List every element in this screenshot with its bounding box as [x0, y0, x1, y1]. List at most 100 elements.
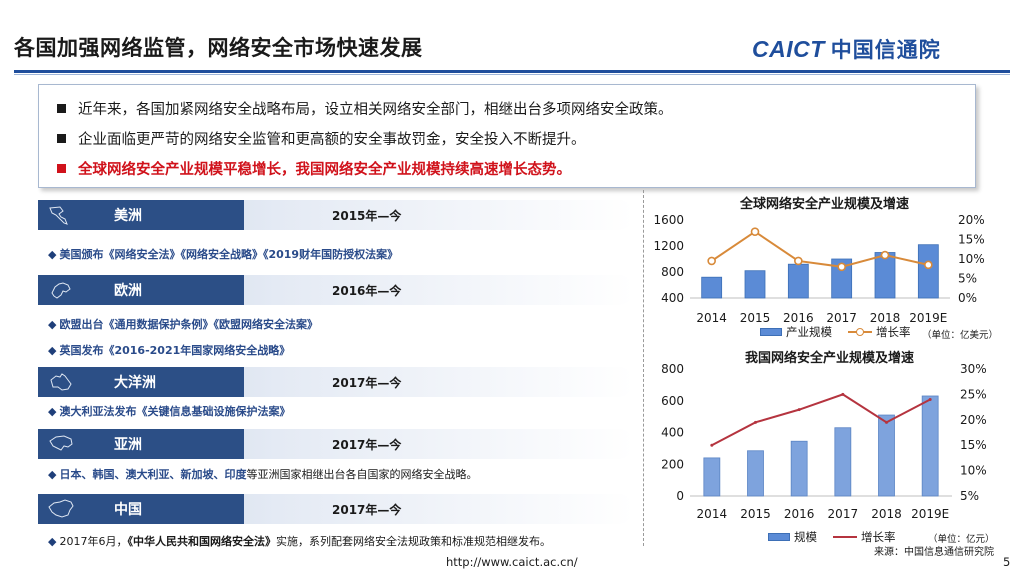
y-right-tick-label: 15%: [960, 438, 987, 452]
y-right-tick-label: 15%: [958, 233, 985, 247]
growth-line: [711, 393, 931, 447]
summary-bullet-text: 全球网络安全产业规模平稳增长，我国网络安全产业规模持续高速增长态势。: [78, 161, 571, 178]
y-left-tick-label: 800: [661, 265, 684, 279]
chart-china: 0 200 400 600 800 5% 10% 15% 20% 25% 30% 2014 2015 20…: [661, 362, 987, 521]
x-tick-label: 2017: [828, 507, 859, 521]
bar: [921, 395, 939, 497]
region-name: 欧洲: [114, 283, 142, 299]
growth-point: [754, 420, 757, 424]
summary-bullet: 企业面临更严苛的网络安全监管和更高额的安全事故罚金，安全投入不断提升。: [57, 123, 975, 153]
x-tick-label: 2017: [826, 311, 857, 325]
region-item: ◆ 美国颁布《网络安全法》《网络安全战略》《2019财年国防授权法案》: [48, 248, 399, 261]
growth-point: [837, 262, 846, 272]
bar: [747, 450, 764, 497]
y-left-tick-label: 400: [661, 426, 684, 440]
chart-global: 400 800 1200 1600 0% 5% 10% 15% 20% 2014 2015 2016 2…: [653, 213, 985, 325]
region-item: ◆ 英国发布《2016-2021年国家网络安全战略》: [48, 344, 291, 357]
header-rule-thin: [14, 74, 1010, 75]
growth-point: [885, 420, 888, 424]
y-left-tick-label: 600: [661, 394, 684, 408]
legend-bar-swatch: [760, 328, 782, 336]
chart-china-title: 我国网络安全产业规模及增速: [745, 351, 915, 366]
column-divider: [643, 190, 644, 546]
y-left-tick-label: 400: [661, 291, 684, 305]
region-period: 2015年—今: [332, 209, 402, 223]
y-left-tick-label: 1200: [653, 239, 684, 253]
growth-point: [880, 250, 890, 260]
x-tick-label: 2016: [784, 507, 815, 521]
y-left-tick-label: 800: [661, 362, 684, 376]
bullet-square-icon: [57, 163, 66, 173]
region-tab-china: 中国: [38, 494, 244, 524]
americas-map-icon: [49, 206, 68, 225]
x-tick-label: 2019E: [909, 311, 947, 325]
legend-label: 增长率: [876, 325, 911, 339]
chart-global-title: 全球网络安全产业规模及增速: [740, 197, 910, 212]
growth-point: [750, 227, 760, 237]
summary-bullet: 近年来，各国加紧网络安全战略布局，设立相关网络安全部门，相继出台多项网络安全政策…: [57, 93, 975, 123]
y-right-tick-label: 10%: [960, 464, 987, 478]
growth-point: [841, 392, 845, 396]
y-right-tick-label: 20%: [958, 213, 985, 227]
summary-bullet-text: 近年来，各国加紧网络安全战略布局，设立相关网络安全部门，相继出台多项网络安全政策…: [78, 101, 673, 118]
europe-map-icon: [51, 282, 71, 299]
chart-china-unit: （单位：亿元）: [928, 534, 995, 545]
region-item: ◆ 欧盟出台《通用数据保护条例》《欧盟网络安全法案》: [48, 318, 318, 331]
page-title: 各国加强网络监管，网络安全市场快速发展: [14, 36, 423, 60]
x-tick-label: 2018: [870, 311, 901, 325]
y-left-tick-label: 200: [661, 457, 684, 471]
region-name: 大洋洲: [114, 375, 156, 391]
region-item: ◆ 2017年6月，《中华人民共和国网络安全法》实施，系列配套网络安全法规政策和标…: [48, 535, 551, 548]
oceania-map-icon: [50, 373, 72, 391]
bar: [787, 263, 809, 299]
summary-box: 近年来，各国加紧网络安全战略布局，设立相关网络安全部门，相继出台多项网络安全政策…: [38, 84, 976, 188]
footer-url[interactable]: http://www.caict.ac.cn/: [446, 555, 578, 569]
logo-text-cn: 中国信通院: [830, 38, 941, 62]
source-note: 来源：中国信息通信研究院: [874, 547, 994, 558]
region-tab-oceania: 大洋洲: [38, 367, 244, 397]
bar: [834, 427, 852, 497]
y-right-tick-label: 5%: [958, 272, 977, 286]
legend-bar-swatch: [768, 533, 790, 541]
growth-point: [710, 443, 714, 447]
bullet-square-icon: [57, 133, 66, 143]
growth-point: [797, 408, 801, 412]
region-period: 2017年—今: [332, 376, 402, 390]
x-tick-label: 2016: [783, 311, 814, 325]
logo-text-en: CAICT: [752, 35, 825, 62]
region-tab-asia: 亚洲: [38, 429, 244, 459]
x-tick-label: 2015: [740, 507, 771, 521]
bar: [831, 258, 853, 299]
region-tab-americas: 美洲: [38, 200, 244, 230]
growth-point: [794, 256, 803, 266]
region-name: 美洲: [114, 208, 142, 224]
bar: [744, 270, 766, 299]
summary-bullet-text: 企业面临更严苛的网络安全监管和更高额的安全事故罚金，安全投入不断提升。: [78, 131, 586, 148]
growth-point: [707, 256, 716, 266]
region-period: 2016年—今: [332, 284, 402, 298]
y-right-tick-label: 20%: [960, 413, 987, 427]
region-name: 亚洲: [114, 437, 142, 453]
legend-label: 规模: [794, 530, 817, 544]
summary-bullet-highlight: 全球网络安全产业规模平稳增长，我国网络安全产业规模持续高速增长态势。: [57, 153, 975, 183]
legend-line-swatch: [833, 532, 857, 542]
bar: [703, 457, 721, 497]
region-item: ◆ 澳大利亚法发布《关键信息基础设施保护法案》: [48, 405, 291, 418]
x-tick-label: 2014: [697, 507, 728, 521]
legend-label: 增长率: [861, 530, 896, 544]
legend-line-swatch: [848, 327, 872, 337]
region-period: 2017年—今: [332, 438, 402, 452]
x-tick-label: 2019E: [911, 507, 949, 521]
y-right-tick-label: 10%: [958, 252, 985, 266]
chart-global-legend: 产业规模 增长率: [760, 324, 911, 340]
bar: [878, 414, 895, 497]
chart-global-unit: （单位：亿美元）: [922, 330, 999, 341]
y-right-tick-label: 25%: [960, 387, 987, 401]
bar: [790, 440, 808, 497]
x-tick-label: 2018: [871, 507, 902, 521]
bar: [917, 244, 939, 299]
region-item: ◆ 日本、韩国、澳大利亚、新加坡、印度等亚洲国家相继出台各自国家的网络安全战略。: [48, 468, 478, 481]
chart-china-legend: 规模 增长率: [768, 529, 896, 545]
region-tab-europe: 欧洲: [38, 275, 244, 305]
y-left-tick-label: 0: [676, 489, 684, 503]
